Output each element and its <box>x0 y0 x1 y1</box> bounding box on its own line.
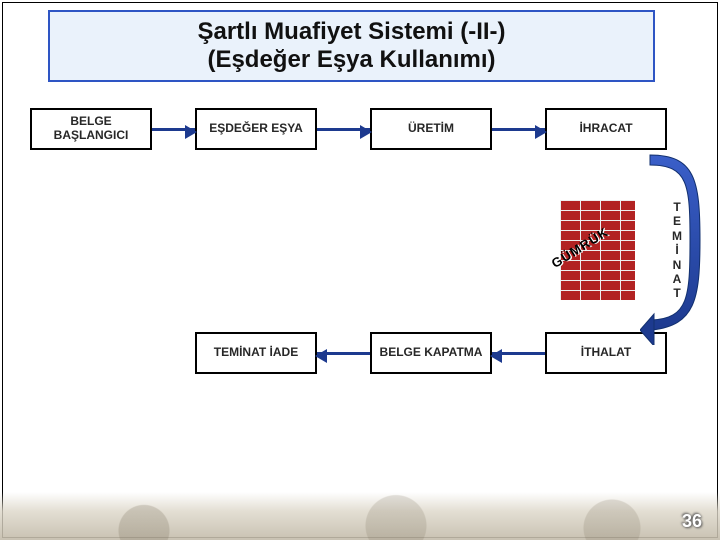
title-box: Şartlı Muafiyet Sistemi (-II-) (Eşdeğer … <box>48 10 655 82</box>
node-ihracat: İHRACAT <box>545 108 667 150</box>
arrow-left-2 <box>317 352 370 355</box>
arrow-right-1 <box>152 128 195 131</box>
label: TEMİNAT İADE <box>214 346 298 360</box>
node-teminat-iade: TEMİNAT İADE <box>195 332 317 374</box>
page-number: 36 <box>682 511 702 532</box>
node-uretim: ÜRETİM <box>370 108 492 150</box>
letter: N <box>670 258 684 272</box>
letter: T <box>670 200 684 214</box>
label: BELGE KAPATMA <box>380 346 483 360</box>
footer-strip <box>0 492 720 540</box>
arrow-right-3 <box>492 128 545 131</box>
footer-shapes <box>0 492 720 540</box>
title-line1: Şartlı Muafiyet Sistemi (-II-) <box>50 18 653 46</box>
label: ÜRETİM <box>408 122 454 136</box>
label: EŞDEĞER EŞYA <box>209 122 303 136</box>
node-esdeger-esya: EŞDEĞER EŞYA <box>195 108 317 150</box>
arrow-right-2 <box>317 128 370 131</box>
label: BELGE BAŞLANGICI <box>32 115 150 143</box>
label: İTHALAT <box>581 346 631 360</box>
letter: E <box>670 214 684 228</box>
title-line2: (Eşdeğer Eşya Kullanımı) <box>50 46 653 74</box>
node-belge-baslangici: BELGE BAŞLANGICI <box>30 108 152 150</box>
slide: Şartlı Muafiyet Sistemi (-II-) (Eşdeğer … <box>0 0 720 540</box>
teminat-vertical-label: T E M İ N A T <box>670 200 684 301</box>
letter: İ <box>670 243 684 257</box>
letter: M <box>670 229 684 243</box>
node-belge-kapatma: BELGE KAPATMA <box>370 332 492 374</box>
letter: T <box>670 286 684 300</box>
arrow-left-1 <box>492 352 545 355</box>
letter: A <box>670 272 684 286</box>
label: İHRACAT <box>579 122 632 136</box>
